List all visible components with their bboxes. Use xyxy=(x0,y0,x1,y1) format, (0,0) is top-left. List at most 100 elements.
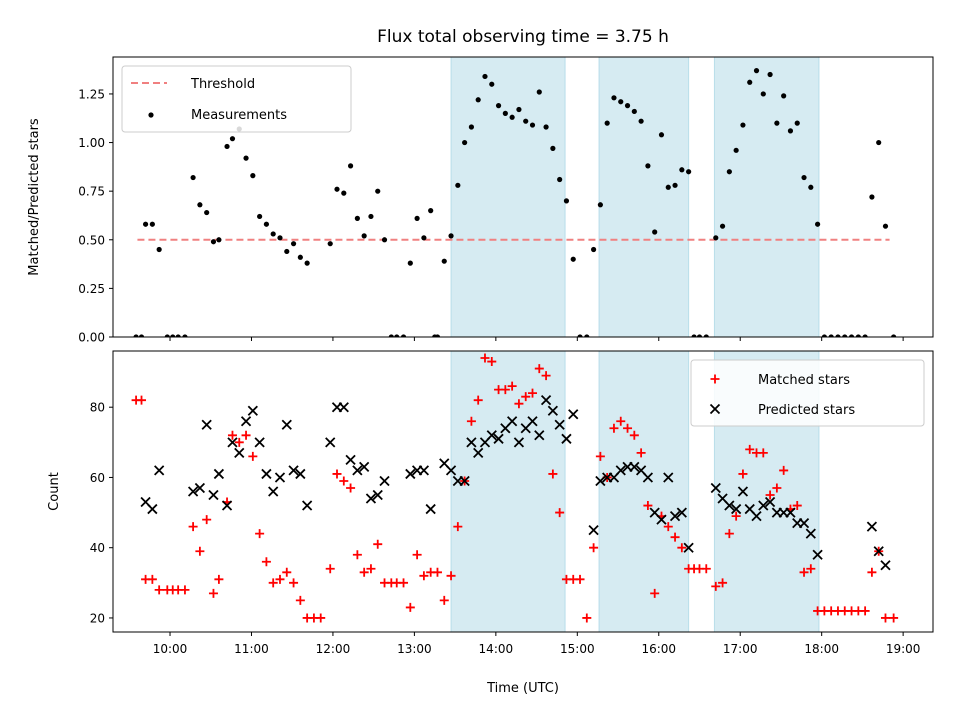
x-tick-label: 10:00 xyxy=(153,642,188,656)
matched-star-point xyxy=(154,585,164,595)
matched-star-point xyxy=(745,444,755,454)
measurement-point xyxy=(550,145,556,151)
matched-star-point xyxy=(275,574,285,584)
matched-star-point xyxy=(643,501,653,511)
measurement-point xyxy=(441,258,447,264)
matched-star-point xyxy=(701,564,711,574)
matched-star-point xyxy=(860,606,870,616)
predicted-star-point xyxy=(554,419,565,430)
matched-star-point xyxy=(268,578,278,588)
measurement-point xyxy=(781,93,787,99)
measurement-point xyxy=(876,139,882,146)
axes-frame xyxy=(112,350,934,633)
shaded-interval xyxy=(598,56,690,338)
measurement-point xyxy=(665,184,671,190)
predicted-star-point xyxy=(425,503,436,515)
measurement-point xyxy=(747,79,753,85)
matched-star-point xyxy=(534,364,544,374)
y-tick-label: 1.25 xyxy=(78,87,105,101)
legend: Matched stars Predicted stars xyxy=(690,359,925,427)
matched-star-point xyxy=(711,581,721,591)
predicted-star-point xyxy=(227,437,238,448)
matched-star-point xyxy=(325,564,335,574)
matched-star-point xyxy=(255,529,265,539)
matched-star-point xyxy=(548,469,558,479)
matched-star-point xyxy=(731,511,741,521)
predicted-star-point xyxy=(359,461,370,473)
predicted-star-point xyxy=(234,447,245,458)
measurement-point xyxy=(224,143,230,150)
matched-star-point xyxy=(248,451,258,461)
matched-star-point xyxy=(500,385,510,395)
legend: Threshold Measurements xyxy=(121,65,352,133)
predicted-star-point xyxy=(486,430,497,441)
x-tick-label: 19:00 xyxy=(886,642,921,656)
predicted-star-point xyxy=(710,482,721,494)
measurement-point xyxy=(229,136,236,142)
predicted-star-point xyxy=(513,437,525,448)
predicted-star-point xyxy=(268,486,279,497)
matched-star-point xyxy=(758,448,768,458)
measurement-point xyxy=(590,246,597,253)
measurement-point xyxy=(263,221,270,227)
measurement-point xyxy=(197,202,203,208)
predicted-star-point xyxy=(812,549,823,560)
matched-star-point xyxy=(214,574,224,584)
measurement-point xyxy=(327,241,333,247)
measurement-point xyxy=(733,147,739,153)
measurement-point xyxy=(290,241,297,247)
predicted-star-point xyxy=(507,416,518,427)
predicted-star-point xyxy=(473,447,484,458)
matched-star-point xyxy=(399,578,409,588)
predicted-star-point xyxy=(345,454,356,466)
matched-star-point xyxy=(514,399,524,409)
measurement-point xyxy=(270,231,276,237)
x-tick-label: 13:00 xyxy=(397,642,432,656)
measurement-point xyxy=(808,184,814,190)
measurement-point xyxy=(400,334,407,337)
matched-star-point xyxy=(432,567,442,577)
matched-star-point xyxy=(487,357,497,367)
measurement-point xyxy=(182,334,188,337)
predicted-star-point xyxy=(676,507,687,518)
matched-star-point xyxy=(629,430,639,440)
matched-star-point xyxy=(799,567,809,577)
matched-star-point xyxy=(582,613,592,623)
measurement-point xyxy=(638,118,644,124)
predicted-star-point xyxy=(247,405,258,416)
predicted-star-point xyxy=(873,546,884,557)
predicted-star-point xyxy=(595,475,606,487)
predicted-star-point xyxy=(534,430,545,441)
measurement-point xyxy=(787,128,794,134)
predicted-star-point xyxy=(561,433,572,444)
measurement-point xyxy=(381,237,388,243)
measurement-point xyxy=(142,221,149,227)
measurement-point xyxy=(618,99,624,105)
matched-star-point xyxy=(670,532,680,542)
predicted-star-point xyxy=(764,496,776,508)
measurement-point xyxy=(462,139,468,146)
measurement-point xyxy=(672,182,678,188)
measurement-point xyxy=(334,186,340,192)
predicted-star-point xyxy=(372,489,383,501)
predicted-star-point xyxy=(240,416,252,427)
matched-star-point xyxy=(453,522,463,532)
measurement-point xyxy=(388,334,394,337)
matched-star-point xyxy=(446,571,456,581)
measurement-point xyxy=(835,334,841,337)
predicted-star-point xyxy=(194,482,206,494)
predicted-star-point xyxy=(724,500,735,511)
matched-star-point xyxy=(439,595,449,605)
legend-matched-swatch xyxy=(710,374,720,384)
measurement-point xyxy=(482,73,488,80)
matched-star-point xyxy=(867,567,877,577)
predicted-star-point xyxy=(493,433,504,444)
matched-star-point xyxy=(373,539,383,549)
measurement-point xyxy=(190,174,196,181)
predicted-star-point xyxy=(785,507,796,518)
measurement-point xyxy=(434,334,441,337)
measurement-point xyxy=(133,334,139,337)
matched-star-point xyxy=(792,501,802,511)
matched-star-point xyxy=(677,543,687,553)
measurement-point xyxy=(543,124,549,130)
